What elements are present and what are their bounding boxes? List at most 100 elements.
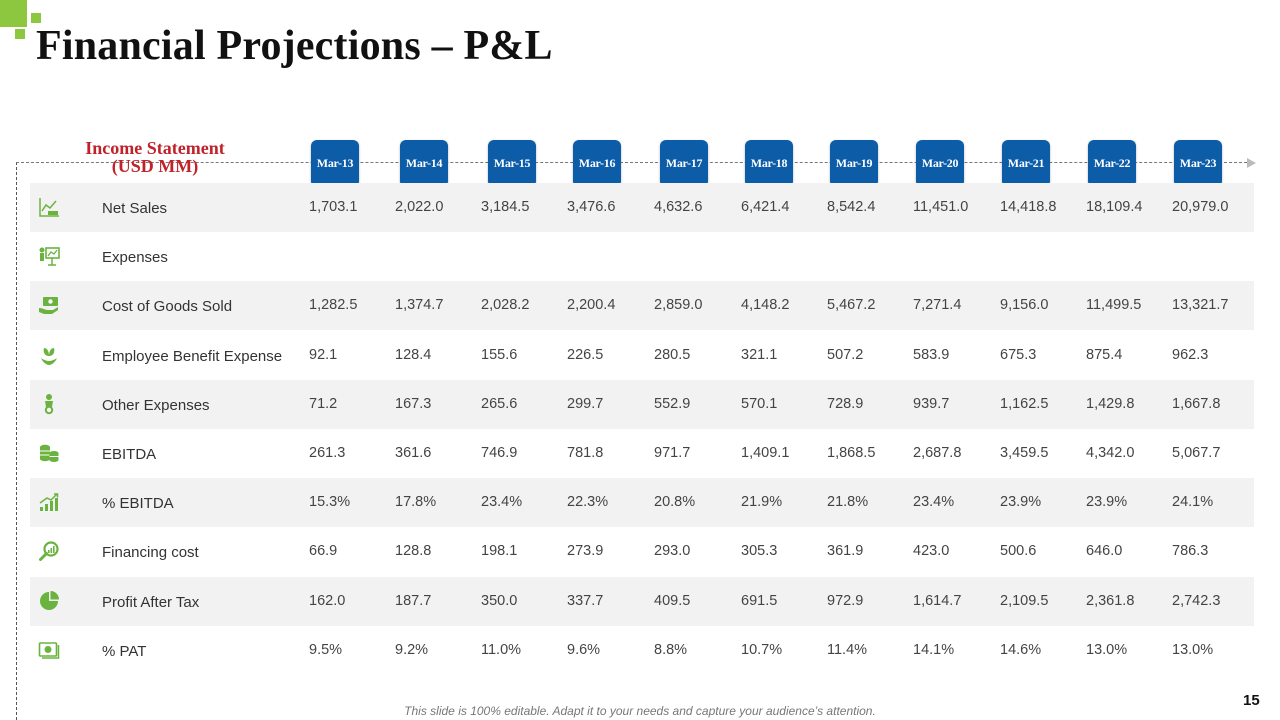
table-row: % PAT 9.5% 9.2% 11.0% 9.6% 8.8% 10.7% 11.4% 14.1… xyxy=(30,626,1254,675)
table-cell: 9.5% xyxy=(309,641,343,658)
table-cell: 4,148.2 xyxy=(741,297,790,314)
table-cell: 786.3 xyxy=(1172,543,1209,560)
table-cell: 23.4% xyxy=(913,494,955,511)
table-cell: 21.9% xyxy=(741,494,783,511)
table-cell: 500.6 xyxy=(1000,543,1037,560)
table-cell: 4,342.0 xyxy=(1086,445,1135,461)
table-cell: 13.0% xyxy=(1086,641,1128,658)
period-badge-mar-18: Mar-18 xyxy=(745,140,793,187)
table-cell: 1,374.7 xyxy=(395,297,444,314)
pie-chart-icon xyxy=(38,590,60,612)
cash-icon xyxy=(38,639,60,661)
table-cell: 5,067.7 xyxy=(1172,445,1221,461)
table-cell: 23.9% xyxy=(1086,494,1128,511)
table-cell: 15.3% xyxy=(309,494,351,511)
period-badge-mar-19: Mar-19 xyxy=(830,140,878,187)
table-row: Cost of Goods Sold 1,282.5 1,374.7 2,028.2 2… xyxy=(30,281,1254,331)
table-cell: 1,429.8 xyxy=(1086,395,1135,412)
table-cell: 2,687.8 xyxy=(913,445,962,461)
row-label: Net Sales xyxy=(102,200,168,217)
period-badge-mar-21: Mar-21 xyxy=(1002,140,1050,187)
table-cell: 1,703.1 xyxy=(309,199,358,215)
table-cell: 646.0 xyxy=(1086,543,1123,560)
table-cell: 22.3% xyxy=(567,494,609,511)
table-cell: 583.9 xyxy=(913,346,950,363)
table-cell: 4,632.6 xyxy=(654,199,703,215)
table-cell: 198.1 xyxy=(481,543,518,560)
table-cell: 2,028.2 xyxy=(481,297,530,314)
table-cell: 361.6 xyxy=(395,445,432,461)
row-label: Financing cost xyxy=(102,544,199,562)
table-cell: 6,421.4 xyxy=(741,199,790,215)
table-cell: 13,321.7 xyxy=(1172,297,1229,314)
table-cell: 962.3 xyxy=(1172,346,1209,363)
table-cell: 875.4 xyxy=(1086,346,1123,363)
growth-bars-icon xyxy=(38,491,60,513)
table-cell: 675.3 xyxy=(1000,346,1037,363)
period-badge-mar-13: Mar-13 xyxy=(311,140,359,187)
decor-square-small-bottom xyxy=(15,29,25,39)
footer-note: This slide is 100% editable. Adapt it to… xyxy=(404,704,876,718)
period-badge-mar-17: Mar-17 xyxy=(660,140,708,187)
table-cell: 728.9 xyxy=(827,395,864,412)
plant-hands-icon xyxy=(38,344,60,366)
magnifier-chart-icon xyxy=(38,540,60,562)
table-cell: 92.1 xyxy=(309,346,338,363)
table-cell: 20,979.0 xyxy=(1172,199,1229,215)
table-cell: 1,162.5 xyxy=(1000,395,1049,412)
table-cell: 8,542.4 xyxy=(827,199,876,215)
table-cell: 187.7 xyxy=(395,592,432,609)
table-cell: 2,361.8 xyxy=(1086,592,1135,609)
table-cell: 9.2% xyxy=(395,641,429,658)
table-cell: 280.5 xyxy=(654,346,691,363)
income-statement-header: Income Statement (USD MM) xyxy=(60,139,250,175)
table-cell: 167.3 xyxy=(395,395,432,412)
row-label: Profit After Tax xyxy=(102,593,200,611)
table-cell: 128.4 xyxy=(395,346,432,363)
table-cell: 23.9% xyxy=(1000,494,1042,511)
table-cell: 20.8% xyxy=(654,494,696,511)
decor-square-small-right xyxy=(31,13,41,23)
table-cell: 162.0 xyxy=(309,592,346,609)
table-row: Profit After Tax 162.0 187.7 350.0 337.7 409.… xyxy=(30,576,1254,626)
row-label: % PAT xyxy=(102,642,147,660)
table-cell: 337.7 xyxy=(567,592,604,609)
period-badge-mar-14: Mar-14 xyxy=(400,140,448,187)
table-cell: 261.3 xyxy=(309,445,346,461)
table-cell: 24.1% xyxy=(1172,494,1214,511)
table-cell: 5,467.2 xyxy=(827,297,876,314)
table-cell: 2,742.3 xyxy=(1172,592,1221,609)
period-badge-mar-23: Mar-23 xyxy=(1174,140,1222,187)
table-cell: 570.1 xyxy=(741,395,778,412)
table-cell: 11,499.5 xyxy=(1086,297,1142,314)
table-cell: 9,156.0 xyxy=(1000,297,1049,314)
table-cell: 71.2 xyxy=(309,395,338,412)
table-cell: 1,614.7 xyxy=(913,592,962,609)
period-badge-mar-20: Mar-20 xyxy=(916,140,964,187)
timeline-line xyxy=(16,162,1252,163)
table-cell: 21.8% xyxy=(827,494,869,511)
row-label: Expenses xyxy=(102,249,168,267)
table-cell: 10.7% xyxy=(741,641,783,658)
income-statement-title: Income Statement xyxy=(85,138,225,158)
table-cell: 361.9 xyxy=(827,543,864,560)
table-cell: 226.5 xyxy=(567,346,604,363)
table-cell: 17.8% xyxy=(395,494,437,511)
table-cell: 2,859.0 xyxy=(654,297,703,314)
table-cell: 7,271.4 xyxy=(913,297,962,314)
coin-stacks-icon xyxy=(38,442,60,464)
table-cell: 3,459.5 xyxy=(1000,445,1049,461)
table-cell: 971.7 xyxy=(654,445,691,461)
table-cell: 1,409.1 xyxy=(741,445,790,461)
table-cell: 423.0 xyxy=(913,543,950,560)
table-row: EBITDA 261.3 361.6 746.9 781.8 971.7 1,409.1 1,… xyxy=(30,429,1254,478)
table-cell: 746.9 xyxy=(481,445,518,461)
table-cell: 1,667.8 xyxy=(1172,395,1221,412)
table-cell: 552.9 xyxy=(654,395,691,412)
table-cell: 321.1 xyxy=(741,346,778,363)
page-number: 15 xyxy=(1243,692,1260,709)
period-badge-mar-22: Mar-22 xyxy=(1088,140,1136,187)
page-title: Financial Projections – P&L xyxy=(36,23,553,69)
person-coin-icon xyxy=(38,393,60,415)
table-cell: 13.0% xyxy=(1172,641,1214,658)
